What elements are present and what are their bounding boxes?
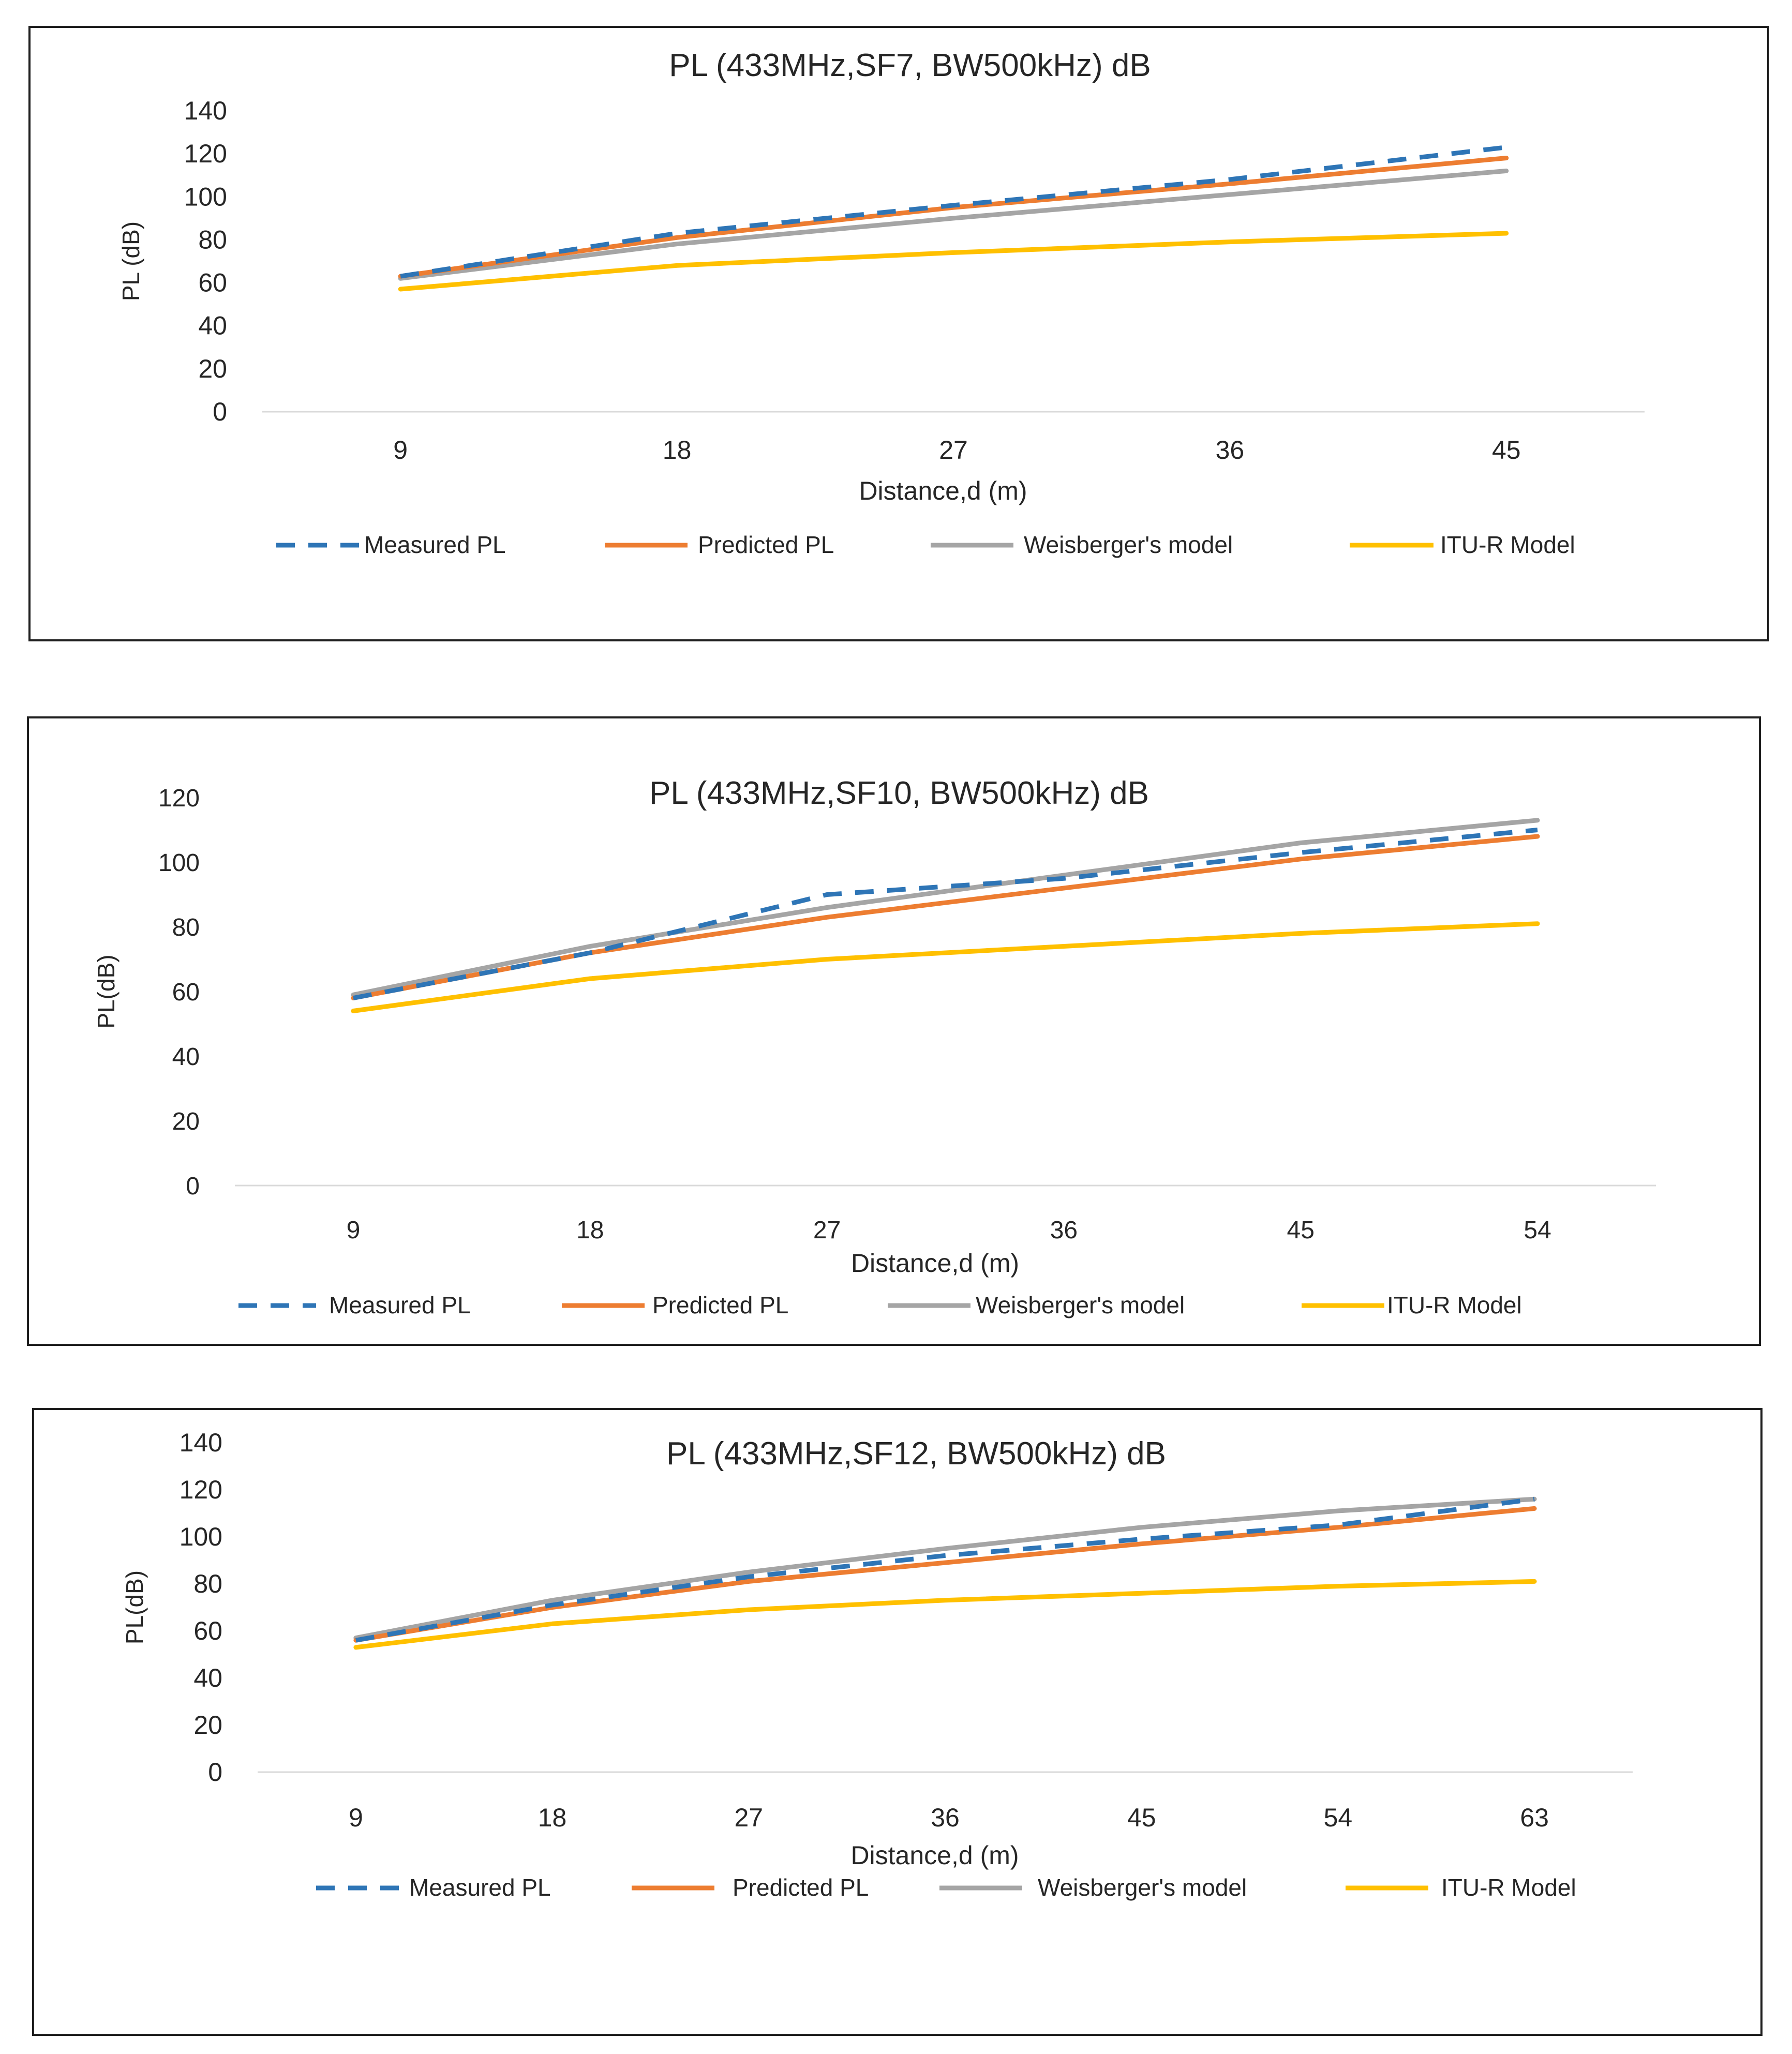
y-tick-label: 0 bbox=[208, 1758, 222, 1787]
y-tick-label: 20 bbox=[198, 354, 227, 383]
series-line-weisberger-s-model bbox=[351, 818, 1540, 997]
y-tick-label: 120 bbox=[180, 1475, 222, 1504]
series-line-weisberger-s-model bbox=[398, 168, 1509, 281]
legend-label: Measured PL bbox=[329, 1292, 471, 1318]
series-line-measured-pl bbox=[353, 828, 1538, 1000]
y-tick-label: 0 bbox=[186, 1173, 200, 1200]
x-tick-label: 45 bbox=[1287, 1217, 1315, 1244]
x-tick-label: 18 bbox=[576, 1217, 604, 1244]
y-tick-label: 80 bbox=[172, 914, 200, 941]
x-tick-label: 27 bbox=[939, 436, 968, 464]
chart-panel-sf10: PL (433MHz,SF10, BW500kHz) dB 0 20 40 60 80 10… bbox=[27, 716, 1761, 1346]
y-tick-label: 60 bbox=[172, 979, 200, 1006]
series-line-itu-r-model bbox=[398, 231, 1509, 292]
x-tick-label: 54 bbox=[1524, 1217, 1551, 1244]
legend-label: Weisberger's model bbox=[976, 1292, 1185, 1318]
y-tick-label: 100 bbox=[184, 182, 227, 211]
x-tick-label: 27 bbox=[734, 1803, 763, 1832]
legend-label: Weisberger's model bbox=[1024, 531, 1233, 558]
legend-label: ITU-R Model bbox=[1441, 1874, 1576, 1901]
y-tick-label: 100 bbox=[180, 1522, 222, 1551]
x-axis-label: Distance,d (m) bbox=[850, 1841, 1019, 1870]
legend-label: Predicted PL bbox=[652, 1292, 788, 1318]
series-line-itu-r-model bbox=[351, 921, 1540, 1013]
legend-label: ITU-R Model bbox=[1387, 1292, 1522, 1318]
legend-label: Measured PL bbox=[364, 531, 506, 558]
y-tick-label: 60 bbox=[198, 268, 227, 297]
y-tick-label: 20 bbox=[172, 1108, 200, 1135]
series-line-predicted-pl bbox=[351, 834, 1540, 1000]
x-tick-label: 36 bbox=[931, 1803, 960, 1832]
chart-title: PL (433MHz,SF10, BW500kHz) dB bbox=[649, 775, 1149, 811]
y-tick-label: 80 bbox=[193, 1569, 222, 1598]
series-line-predicted-pl bbox=[353, 1506, 1537, 1643]
y-tick-label: 80 bbox=[198, 225, 227, 254]
y-axis-label: PL(dB) bbox=[121, 1570, 148, 1644]
x-axis-label: Distance,d (m) bbox=[859, 476, 1027, 505]
x-tick-label: 9 bbox=[393, 436, 408, 464]
chart-title: PL (433MHz,SF7, BW500kHz) dB bbox=[669, 48, 1151, 83]
x-tick-label: 36 bbox=[1216, 436, 1245, 464]
series-line-measured-pl bbox=[400, 145, 1507, 279]
x-tick-label: 18 bbox=[663, 436, 692, 464]
x-axis-label: Distance,d (m) bbox=[851, 1249, 1019, 1278]
legend-label: ITU-R Model bbox=[1440, 531, 1575, 558]
x-tick-label: 27 bbox=[813, 1217, 841, 1244]
x-tick-label: 9 bbox=[349, 1803, 363, 1832]
y-tick-label: 40 bbox=[198, 311, 227, 340]
y-tick-label: 0 bbox=[213, 397, 227, 426]
y-tick-label: 40 bbox=[172, 1043, 200, 1071]
chart-svg-1: PL (433MHz,SF10, BW500kHz) dB 0 20 40 60 80 10… bbox=[93, 775, 1656, 1318]
series-line-measured-pl bbox=[355, 1496, 1535, 1643]
y-tick-label: 40 bbox=[193, 1663, 222, 1692]
legend-label: Measured PL bbox=[409, 1874, 551, 1901]
chart-svg-0: PL (433MHz,SF7, BW500kHz) dB 0 20 40 60 80 100… bbox=[117, 48, 1645, 558]
x-tick-label: 45 bbox=[1492, 436, 1521, 464]
y-tick-label: 60 bbox=[193, 1616, 222, 1645]
y-tick-label: 120 bbox=[184, 139, 227, 168]
x-tick-label: 45 bbox=[1127, 1803, 1156, 1832]
series-line-itu-r-model bbox=[353, 1579, 1537, 1650]
x-tick-label: 54 bbox=[1324, 1803, 1353, 1832]
x-tick-label: 63 bbox=[1520, 1803, 1549, 1832]
y-tick-label: 100 bbox=[158, 849, 200, 877]
chart-svg-2: PL (433MHz,SF12, BW500kHz) dB 0 20 40 60 80 10… bbox=[121, 1428, 1633, 1901]
y-tick-label: 140 bbox=[180, 1428, 222, 1457]
legend-label: Weisberger's model bbox=[1038, 1874, 1247, 1901]
chart-panel-sf12: PL (433MHz,SF12, BW500kHz) dB 0 20 40 60 80 10… bbox=[32, 1408, 1763, 2036]
chart-title: PL (433MHz,SF12, BW500kHz) dB bbox=[666, 1436, 1166, 1472]
x-tick-label: 36 bbox=[1050, 1217, 1078, 1244]
x-tick-label: 9 bbox=[347, 1217, 361, 1244]
legend-label: Predicted PL bbox=[733, 1874, 869, 1901]
series-line-weisberger-s-model bbox=[353, 1496, 1537, 1641]
x-tick-label: 18 bbox=[538, 1803, 567, 1832]
y-axis-label: PL (dB) bbox=[117, 221, 144, 301]
y-tick-label: 120 bbox=[158, 785, 200, 812]
chart-panel-sf7: PL (433MHz,SF7, BW500kHz) dB 0 20 40 60 80 100… bbox=[28, 26, 1769, 641]
y-tick-label: 20 bbox=[193, 1711, 222, 1740]
y-tick-label: 140 bbox=[184, 96, 227, 125]
y-axis-label: PL(dB) bbox=[93, 954, 120, 1028]
legend-label: Predicted PL bbox=[698, 531, 834, 558]
